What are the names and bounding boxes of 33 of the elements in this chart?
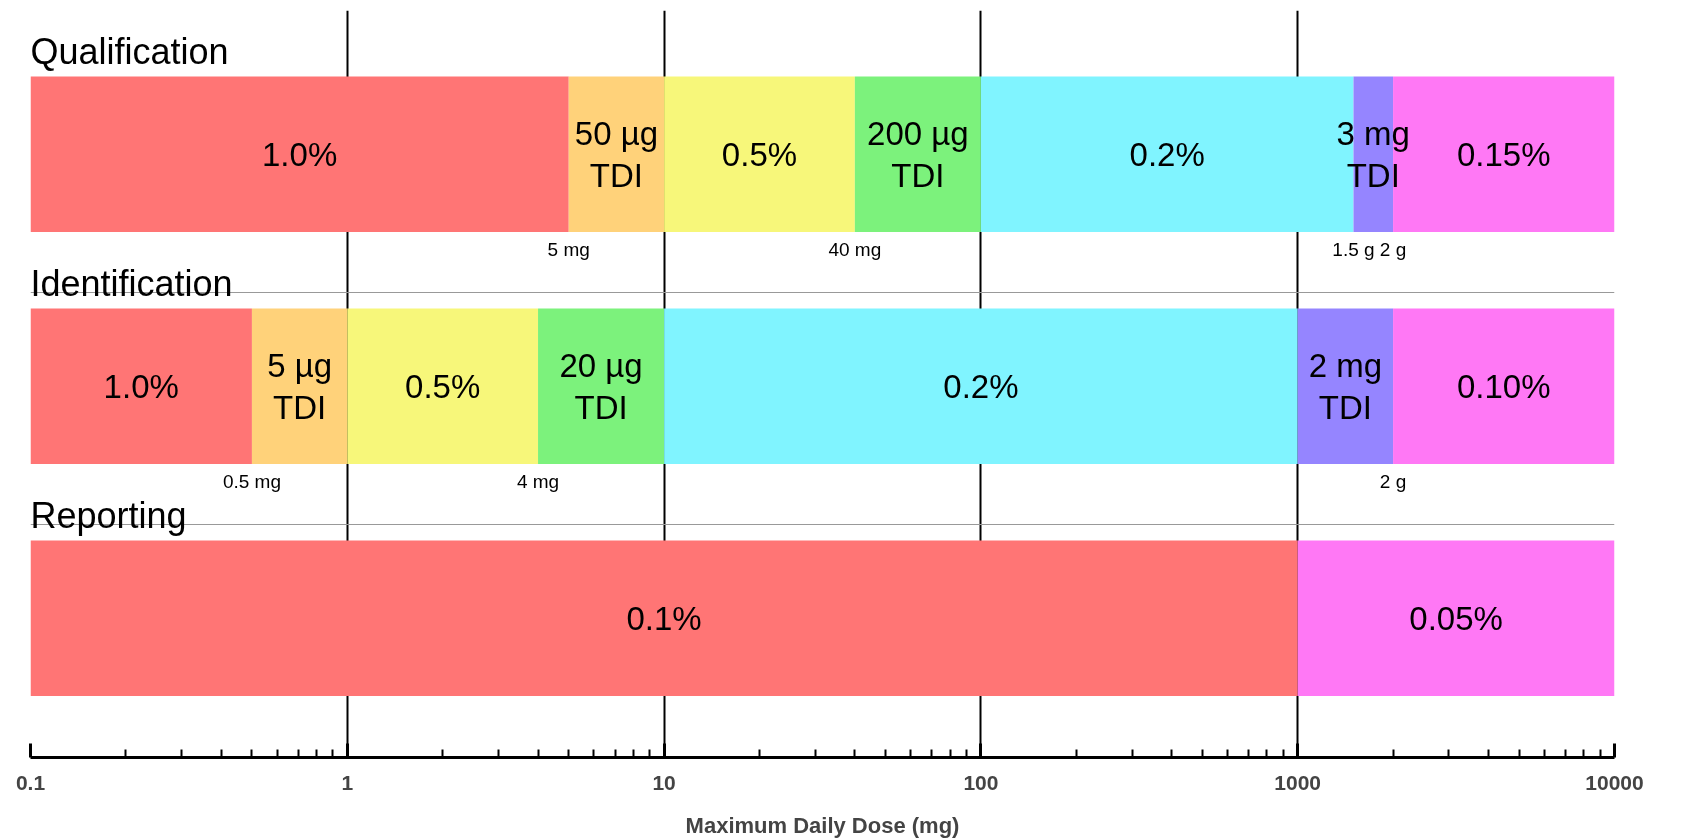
annotation: 0.2% [1129,135,1205,173]
annotation: 5 µg TDI [267,346,333,427]
annotation: 0.5 mg [222,471,281,492]
annotation: 40 mg [828,239,882,261]
annotation: 2 g [1379,239,1407,261]
annotation: 2 g [1379,471,1407,492]
x-tick-label: 1 [341,770,354,794]
annotation: 1.0% [262,135,338,173]
annotation: 3 mg TDI [1336,114,1410,195]
annotation: 0.5% [405,367,481,405]
x-tick-label: 1000 [1274,770,1322,794]
annotation: 1.0% [103,367,179,405]
annotation: 0.2% [943,367,1019,405]
annotation: 0.05% [1409,599,1503,637]
annotation: 0.10% [1457,367,1551,405]
x-tick-label: 10000 [1585,770,1644,794]
annotation: 0.5% [721,135,798,173]
annotation: 200 µg TDI [867,114,969,195]
y-tick-label: Qualification [30,30,229,72]
annotation: 1.5 g [1332,239,1375,261]
x-axis-title: Maximum Daily Dose (mg) [685,812,960,838]
annotation: 20 µg TDI [559,346,643,427]
y-tick-label: Reporting [30,494,187,536]
x-tick-label: 100 [963,770,999,794]
x-tick-label: 0.1 [15,770,46,794]
y-tick-label: Identification [30,262,233,304]
annotation: 50 µg TDI [574,114,659,195]
annotation: 2 mg TDI [1308,346,1383,427]
annotation: 0.1% [626,599,702,637]
x-tick-label: 10 [652,770,676,794]
annotation: 0.15% [1457,135,1551,173]
annotation: 5 mg [547,239,590,261]
annotation: 4 mg [516,471,560,492]
